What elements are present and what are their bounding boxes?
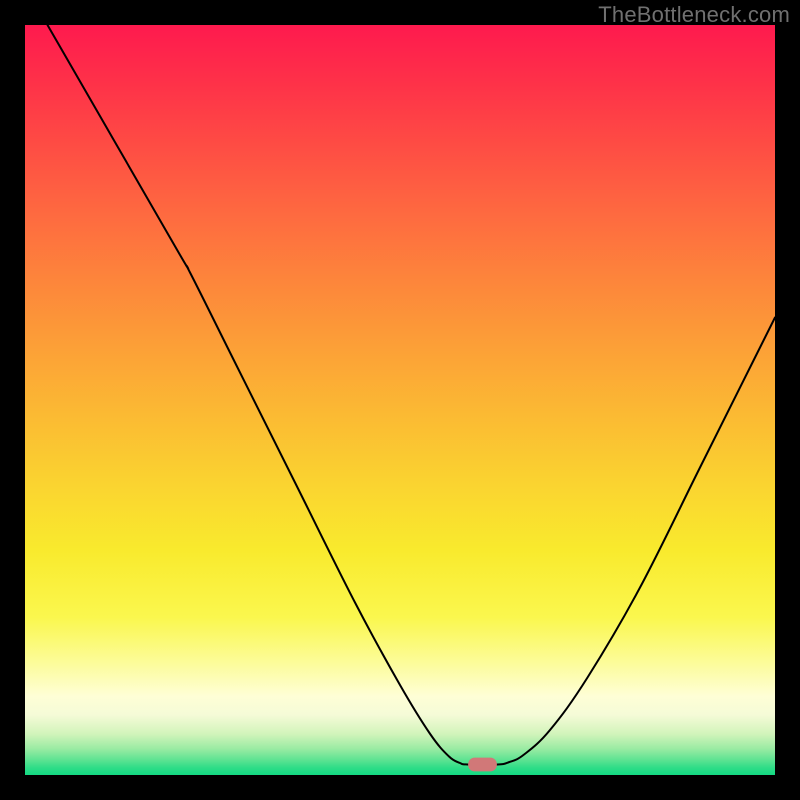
optimal-marker [469,758,497,771]
chart-plot-area [25,25,775,775]
chart-svg [0,0,800,800]
bottleneck-chart: TheBottleneck.com [0,0,800,800]
watermark-label: TheBottleneck.com [598,2,790,28]
